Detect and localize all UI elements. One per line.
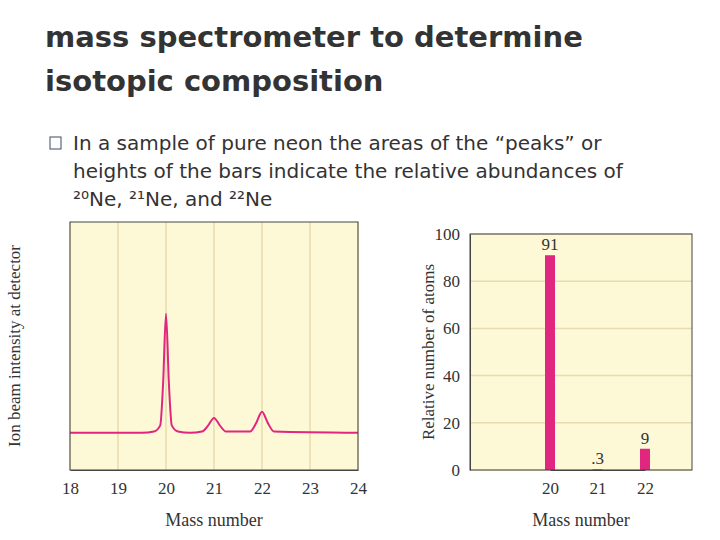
spectrum-line — [70, 314, 358, 433]
grid-line-y — [470, 375, 692, 377]
y-tick-label: 0 — [452, 461, 461, 480]
y-axis-title: Ion beam intensity at detector — [5, 245, 24, 447]
x-tick: 19 — [110, 470, 127, 498]
x-axis-line — [551, 470, 646, 471]
x-tick-label: 24 — [350, 479, 368, 498]
grid-line-x — [261, 222, 263, 470]
x-tick-label: 23 — [302, 479, 319, 498]
y-tick-label: 20 — [443, 414, 460, 433]
x-tick-label: 22 — [254, 479, 271, 498]
x-tick-label: 20 — [542, 479, 559, 498]
y-tick-label: 40 — [443, 367, 460, 386]
x-tick-label: 20 — [158, 479, 175, 498]
plot-area — [545, 255, 650, 470]
x-axis-line — [71, 470, 359, 471]
y-axis: 0 20 40 60 80 100 — [435, 225, 471, 480]
data-label: 91 — [542, 235, 559, 254]
x-tick: 22 — [637, 470, 654, 498]
x-tick: 21 — [206, 470, 223, 498]
text-line: mass spectrometer to determine — [45, 20, 583, 54]
x-tick: 22 — [254, 470, 271, 498]
grid-line-y — [470, 422, 692, 424]
bullet-text: In a sample of pure neon the areas of th… — [73, 131, 624, 211]
text-line: isotopic composition — [45, 64, 383, 98]
y-tick: 20 — [443, 414, 470, 433]
y-axis-line — [470, 235, 471, 471]
plot-background — [70, 222, 358, 470]
x-tick: 18 — [62, 470, 79, 498]
x-axis: 18 19 20 21 22 23 24 — [62, 470, 368, 498]
x-axis-title: Mass number — [532, 510, 630, 530]
y-tick: 40 — [443, 367, 470, 386]
x-tick: 20 — [542, 470, 559, 498]
x-tick: 20 — [158, 470, 175, 498]
x-tick: 23 — [302, 470, 319, 498]
x-tick-label: 21 — [590, 479, 607, 498]
grid-line-y — [470, 328, 692, 330]
y-tick-label: 80 — [443, 272, 460, 291]
bullet-marker — [50, 137, 61, 149]
x-tick: 24 — [350, 470, 368, 498]
x-tick-label: 19 — [110, 479, 127, 498]
bar-chart: 91 .3 9 20 21 22 0 20 40 60 80 100 Mass number Relati… — [419, 225, 692, 530]
x-tick-label: 18 — [62, 479, 79, 498]
grid-line-x — [213, 222, 215, 470]
y-tick: 60 — [443, 319, 470, 338]
grid-line-y — [470, 280, 692, 282]
text-line: ²⁰Ne, ²¹Ne, and ²²Ne — [73, 187, 272, 211]
grid-line-x — [165, 222, 167, 470]
plot-background — [470, 234, 692, 470]
y-axis-title: Relative number of atoms — [419, 264, 438, 440]
x-tick-label: 22 — [637, 479, 654, 498]
plot-frame — [70, 222, 358, 470]
text-line: heights of the bars indicate the relativ… — [73, 159, 624, 183]
x-tick-label: 21 — [206, 479, 223, 498]
text-line: In a sample of pure neon the areas of th… — [73, 131, 602, 155]
plot-area — [70, 314, 358, 433]
bar — [545, 255, 555, 470]
x-axis: 20 21 22 — [542, 470, 654, 498]
y-tick: 80 — [443, 272, 470, 291]
slide: mass spectrometer to determine isotopic c… — [0, 0, 720, 540]
data-label: 9 — [641, 429, 650, 448]
y-tick-label: 100 — [435, 225, 461, 244]
plot-frame — [470, 234, 692, 470]
background — [0, 0, 720, 540]
bar — [640, 449, 650, 470]
data-label: .3 — [591, 449, 604, 468]
y-tick-label: 60 — [443, 319, 460, 338]
x-axis-title: Mass number — [165, 510, 263, 530]
y-tick: 100 — [435, 225, 471, 244]
slide-title: mass spectrometer to determine isotopic c… — [45, 20, 583, 98]
y-tick: 0 — [452, 461, 471, 480]
x-tick: 21 — [590, 470, 607, 498]
line-chart: 18 19 20 21 22 23 24 Mass number Ion beam intens… — [5, 222, 368, 530]
